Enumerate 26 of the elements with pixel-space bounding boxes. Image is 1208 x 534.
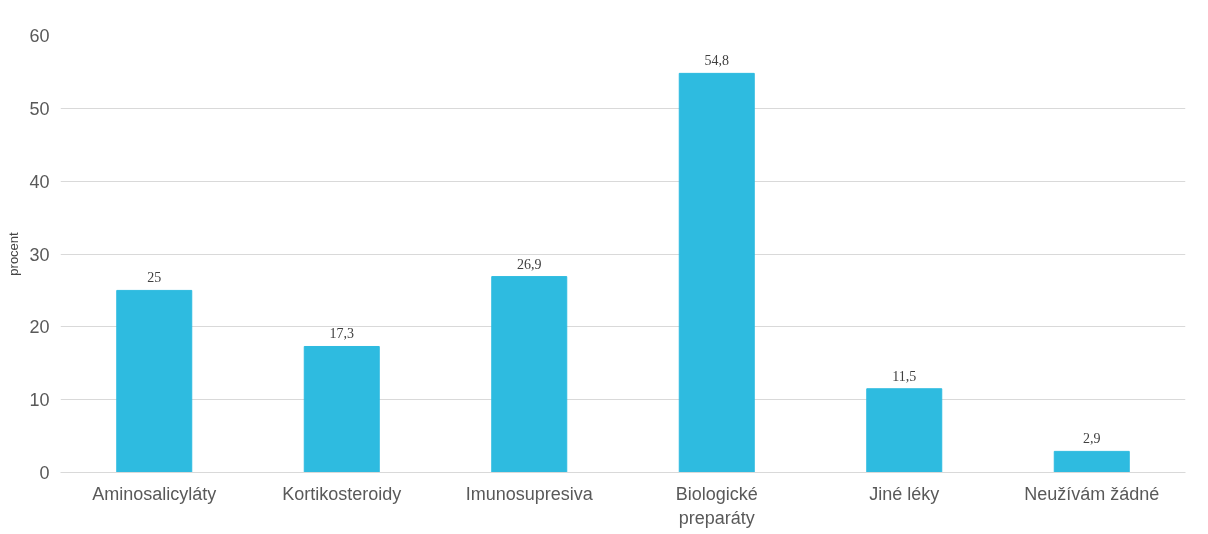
bar [678, 72, 755, 473]
x-tick-label: Imunosupresiva [465, 483, 594, 504]
data-label: 2,9 [1083, 431, 1101, 447]
bar [866, 388, 943, 473]
data-label: 11,5 [892, 368, 917, 384]
bar [491, 276, 568, 473]
x-tick-label: Aminosalicyláty [92, 483, 217, 504]
data-label: 26,9 [517, 256, 542, 272]
bar [116, 289, 193, 473]
x-tick-label: Neužívám žádné [1024, 483, 1160, 504]
y-axis-title: procent [6, 231, 22, 276]
y-tick-label: 0 [39, 463, 50, 483]
x-tick-label: Jiné léky [869, 483, 940, 504]
bar [303, 346, 380, 473]
data-label: 54,8 [704, 53, 729, 69]
y-tick-label: 60 [29, 26, 50, 46]
bar [1053, 450, 1130, 473]
x-tick-label: Kortikosteroidy [282, 483, 402, 504]
data-label: 25 [147, 270, 162, 286]
data-label: 17,3 [329, 326, 354, 342]
x-tick-label: Biologické preparáty [675, 483, 758, 528]
y-tick-label: 10 [29, 390, 50, 411]
y-tick-label: 30 [29, 244, 50, 265]
y-tick-label: 50 [29, 98, 50, 119]
y-tick-label: 20 [29, 317, 50, 338]
y-tick-label: 40 [29, 171, 50, 192]
